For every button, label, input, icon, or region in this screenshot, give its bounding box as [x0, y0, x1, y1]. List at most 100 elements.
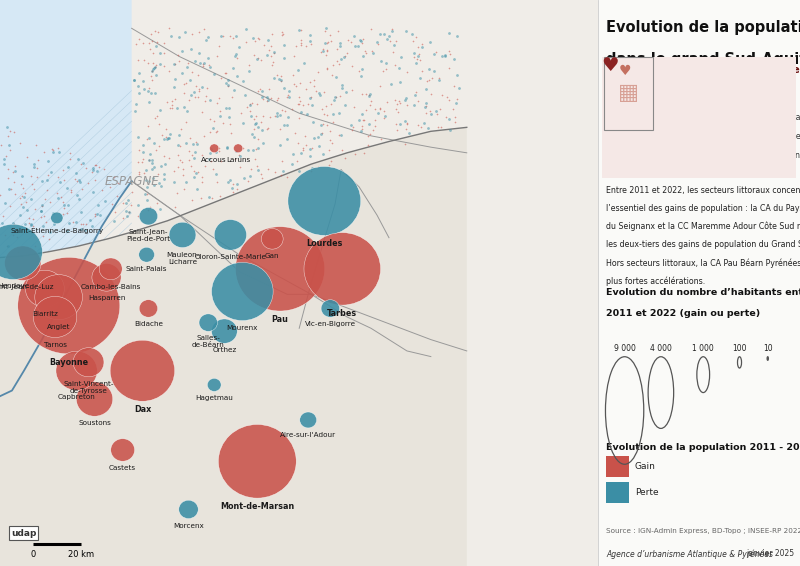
- Text: Mauleon-
Licharre: Mauleon- Licharre: [166, 251, 199, 264]
- Text: Oloron-Sainte-Marie: Oloron-Sainte-Marie: [194, 254, 266, 260]
- Point: [73, 195, 86, 204]
- Point: [54, 192, 67, 201]
- Point: [314, 121, 327, 130]
- Point: [64, 155, 77, 164]
- Point: [89, 209, 102, 218]
- Point: [321, 38, 334, 48]
- Point: [321, 46, 334, 55]
- Point: [24, 194, 37, 203]
- Point: [330, 57, 343, 66]
- Point: [248, 50, 261, 59]
- Point: [201, 84, 214, 93]
- Point: [152, 169, 165, 178]
- Circle shape: [210, 144, 219, 153]
- Point: [287, 52, 300, 61]
- Point: [146, 67, 158, 76]
- Point: [166, 104, 178, 113]
- Point: [300, 140, 313, 149]
- Point: [180, 178, 193, 187]
- Point: [10, 233, 23, 242]
- Point: [191, 184, 204, 193]
- Point: [178, 28, 191, 37]
- Point: [156, 130, 169, 139]
- Point: [294, 36, 307, 45]
- Point: [146, 173, 159, 182]
- Point: [422, 75, 435, 84]
- Point: [52, 144, 65, 153]
- Point: [237, 119, 250, 128]
- Point: [358, 148, 370, 157]
- Point: [255, 118, 268, 127]
- Point: [362, 92, 375, 101]
- Point: [374, 135, 387, 144]
- Point: [0, 198, 11, 207]
- Point: [275, 156, 288, 165]
- Text: Soustons: Soustons: [78, 420, 111, 426]
- Text: 1 000: 1 000: [692, 344, 714, 353]
- Point: [368, 115, 381, 125]
- Point: [80, 219, 93, 228]
- Point: [195, 178, 208, 187]
- Point: [190, 81, 203, 90]
- Point: [366, 126, 379, 135]
- Point: [171, 51, 184, 60]
- Point: [210, 127, 222, 136]
- Point: [204, 148, 217, 157]
- Point: [19, 198, 32, 207]
- Point: [266, 29, 278, 38]
- Circle shape: [139, 208, 158, 225]
- FancyBboxPatch shape: [602, 57, 796, 178]
- Point: [318, 87, 330, 96]
- Point: [242, 176, 254, 185]
- Text: Saint-Etienne-de-Baigorry: Saint-Etienne-de-Baigorry: [10, 228, 103, 234]
- Point: [213, 93, 226, 102]
- Point: [213, 147, 226, 156]
- Point: [178, 88, 190, 97]
- Point: [247, 124, 260, 133]
- Point: [150, 198, 163, 207]
- Text: 100: 100: [732, 344, 746, 353]
- Point: [222, 113, 235, 122]
- Point: [449, 118, 462, 127]
- Point: [22, 214, 35, 223]
- Point: [244, 101, 257, 110]
- Point: [450, 95, 463, 104]
- Point: [237, 144, 250, 153]
- Text: Hors secteurs littoraux, la CA Pau Béarn Pyrénées exprime les: Hors secteurs littoraux, la CA Pau Béarn…: [606, 258, 800, 268]
- Point: [382, 32, 395, 41]
- Point: [198, 24, 210, 33]
- Point: [356, 52, 369, 61]
- Point: [141, 196, 154, 205]
- Point: [0, 122, 13, 131]
- Point: [390, 126, 403, 135]
- Point: [338, 153, 351, 162]
- Point: [25, 220, 38, 229]
- Point: [145, 165, 158, 174]
- Point: [9, 161, 22, 170]
- Point: [256, 126, 269, 135]
- Point: [443, 125, 456, 134]
- Point: [311, 133, 324, 142]
- Point: [226, 92, 238, 101]
- Point: [213, 41, 226, 50]
- Point: [2, 184, 15, 193]
- Point: [200, 36, 213, 45]
- Point: [262, 36, 274, 45]
- Point: [141, 134, 154, 143]
- Point: [137, 84, 150, 93]
- Point: [182, 147, 195, 156]
- Point: [210, 51, 223, 60]
- Point: [188, 154, 201, 163]
- Circle shape: [110, 439, 134, 461]
- Point: [235, 109, 248, 118]
- Point: [106, 199, 118, 208]
- Point: [133, 168, 146, 177]
- Point: [25, 220, 38, 229]
- Point: [18, 188, 31, 197]
- Circle shape: [235, 226, 325, 311]
- Point: [386, 48, 399, 57]
- Point: [369, 121, 382, 130]
- Point: [363, 91, 376, 100]
- Text: ♥: ♥: [618, 64, 631, 78]
- Point: [287, 79, 300, 88]
